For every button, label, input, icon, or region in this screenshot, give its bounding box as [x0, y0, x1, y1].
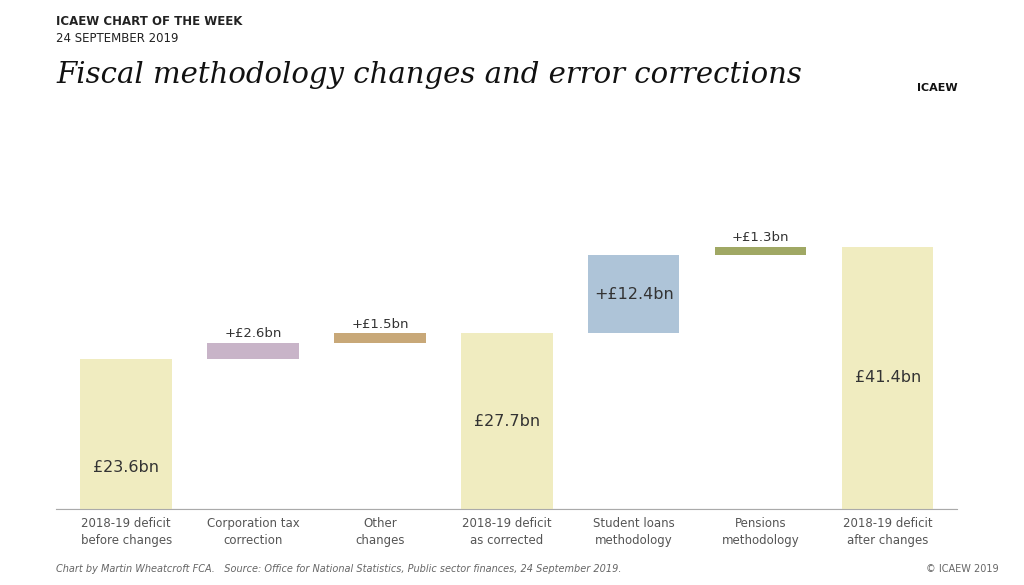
Text: © ICAEW 2019: © ICAEW 2019	[926, 565, 998, 574]
Text: 24 SEPTEMBER 2019: 24 SEPTEMBER 2019	[56, 32, 179, 45]
Text: +£12.4bn: +£12.4bn	[594, 287, 674, 302]
Bar	[207, 343, 299, 359]
Bar	[588, 255, 680, 333]
Text: Fiscal methodology changes and error corrections: Fiscal methodology changes and error cor…	[56, 61, 802, 90]
Text: ICAEW: ICAEW	[916, 82, 957, 93]
Text: £41.4bn: £41.4bn	[854, 370, 921, 386]
Bar	[81, 359, 172, 509]
Text: £23.6bn: £23.6bn	[93, 460, 159, 474]
Text: £27.7bn: £27.7bn	[474, 414, 540, 429]
Text: +£2.6bn: +£2.6bn	[224, 328, 282, 340]
Bar	[842, 247, 933, 509]
Bar	[715, 247, 807, 255]
Text: +£1.3bn: +£1.3bn	[732, 231, 790, 244]
Bar	[334, 333, 426, 343]
Text: ICAEW CHART OF THE WEEK: ICAEW CHART OF THE WEEK	[56, 15, 243, 27]
Text: +£1.5bn: +£1.5bn	[351, 318, 409, 331]
Bar	[461, 333, 553, 509]
Text: Chart by Martin Wheatcroft FCA.   Source: Office for National Statistics, Public: Chart by Martin Wheatcroft FCA. Source: …	[56, 565, 622, 574]
